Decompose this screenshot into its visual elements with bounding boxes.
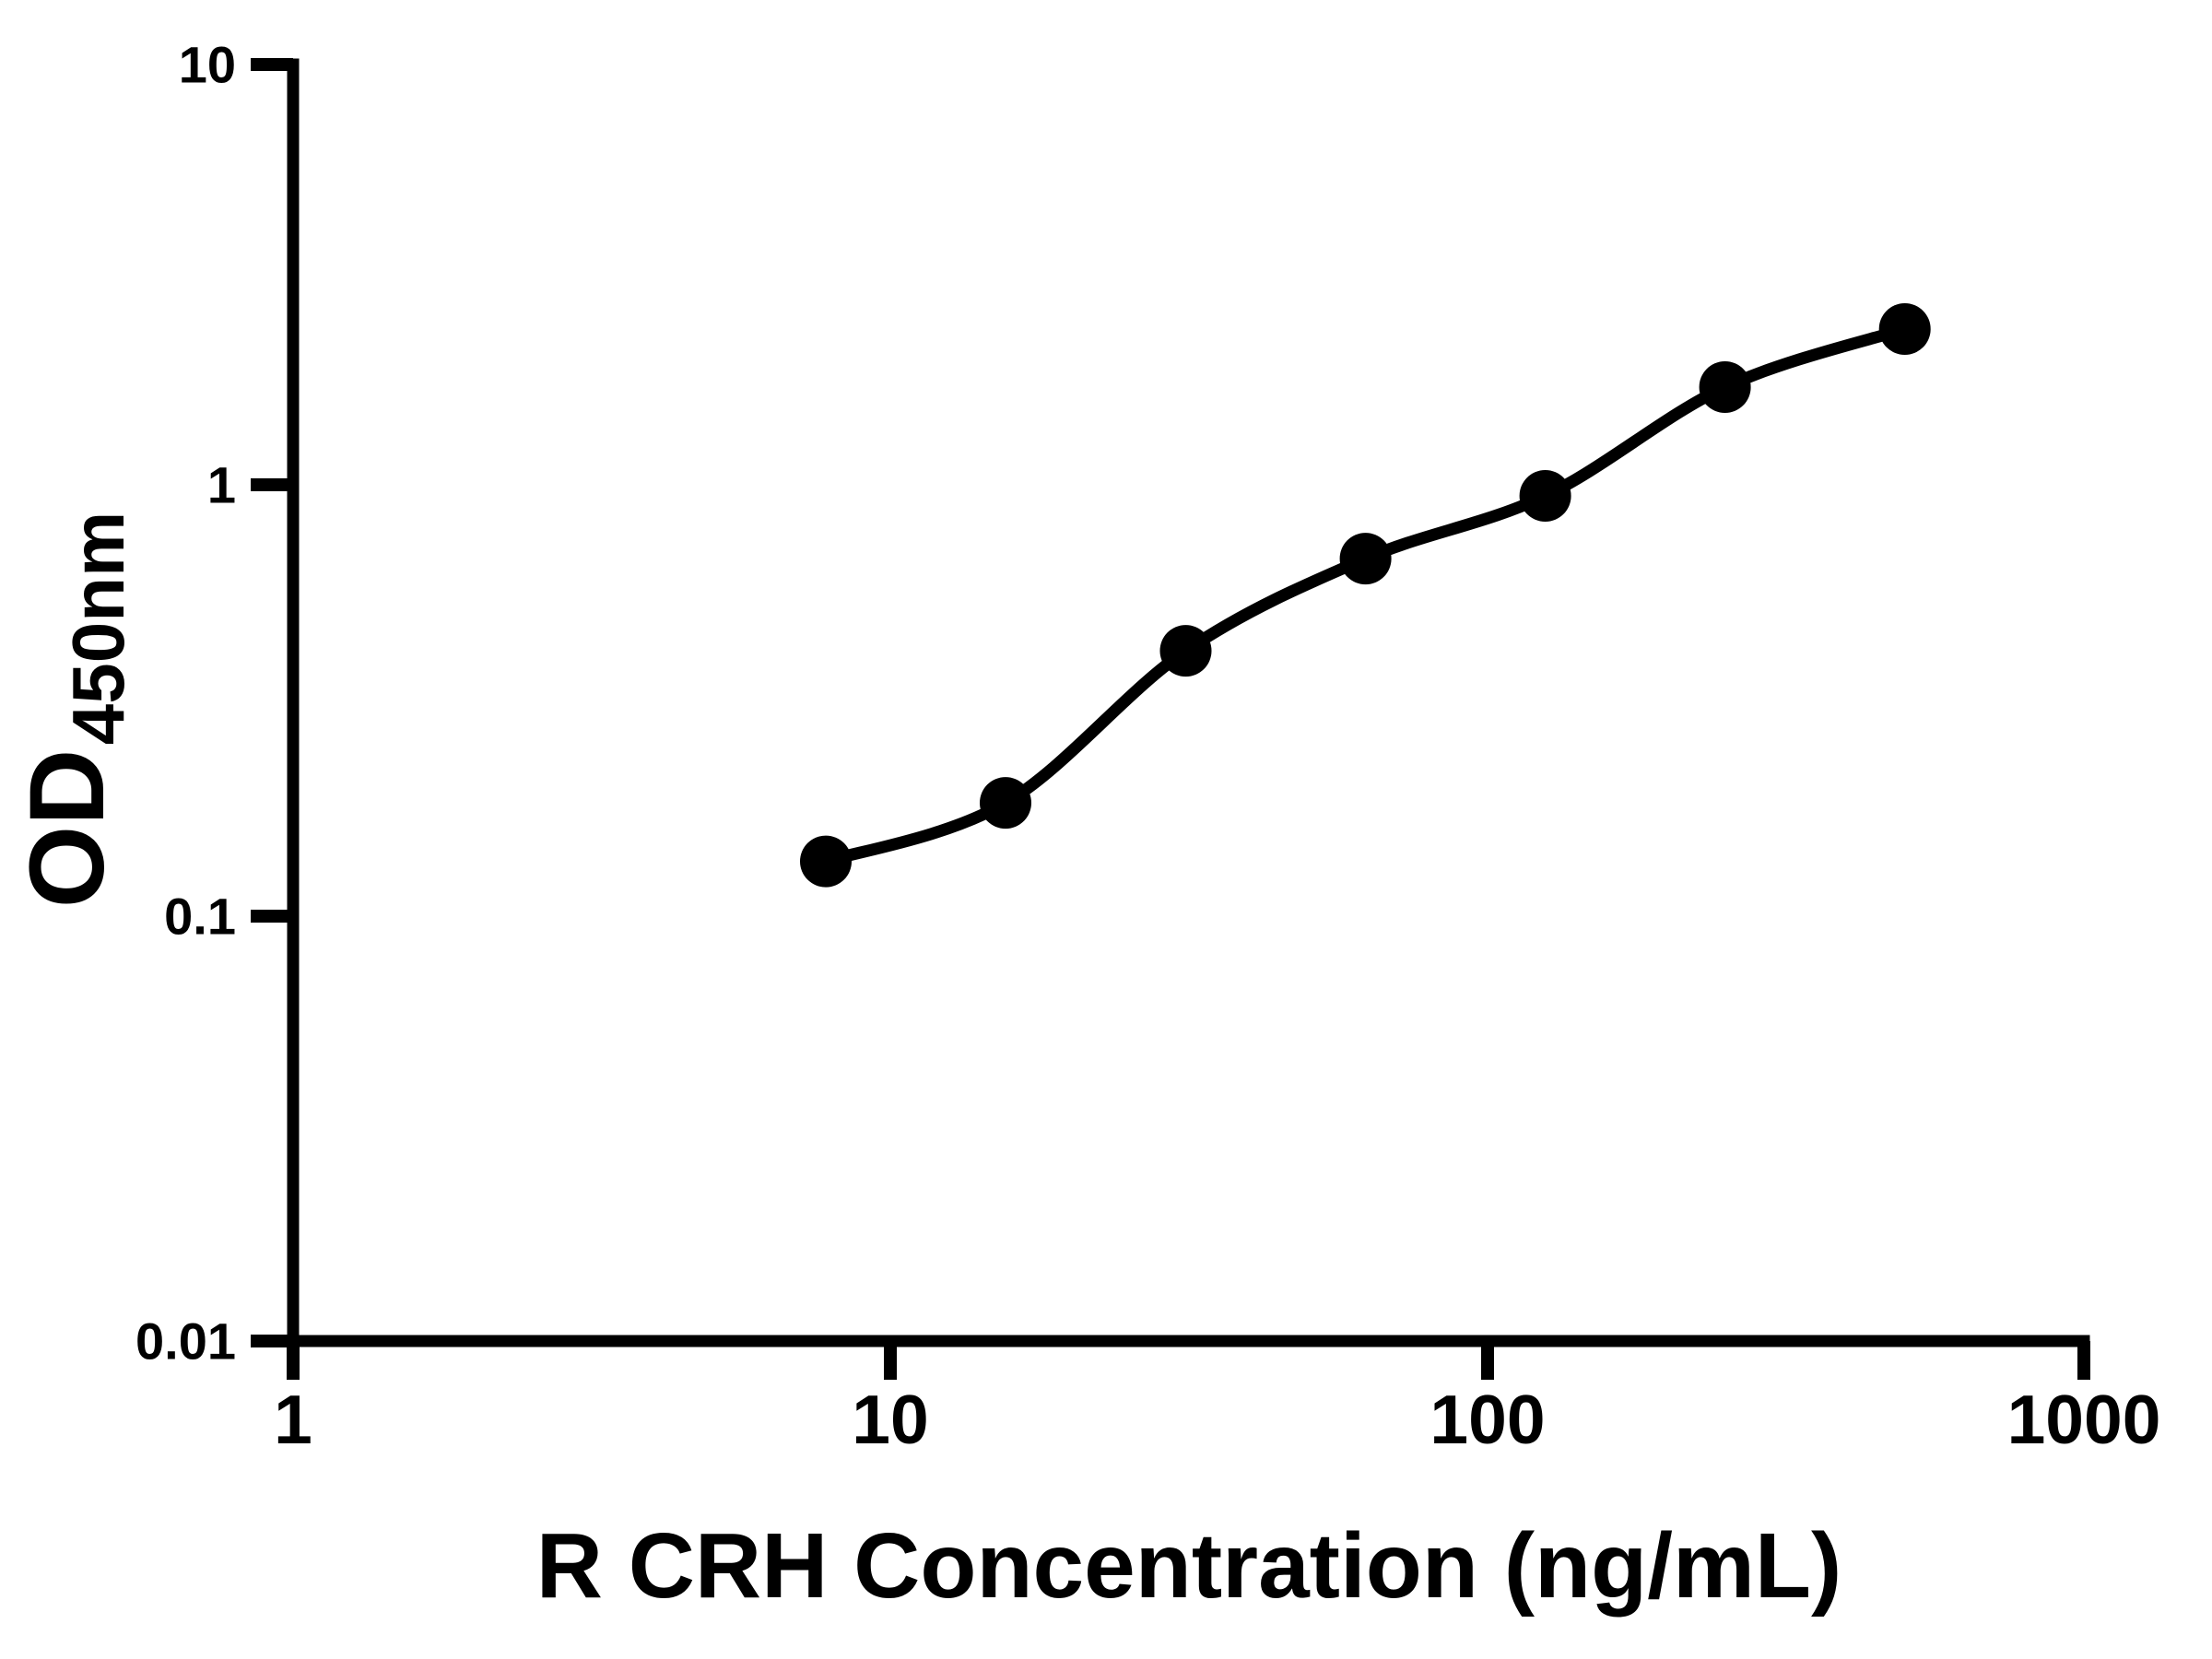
x-tick-labels: 1 10 100 1000 <box>274 1381 2160 1458</box>
data-point-marker <box>1878 303 1931 355</box>
y-tick-label: 0.1 <box>164 888 236 946</box>
data-point-marker <box>1519 470 1571 522</box>
x-tick-label: 10 <box>852 1381 928 1458</box>
x-axis-ticks <box>287 1341 2090 1380</box>
y-axis-title-main: OD <box>8 749 126 909</box>
fit-curve <box>819 323 1912 868</box>
data-point-marker <box>1699 361 1751 413</box>
y-axis-title: OD 450nm <box>8 512 139 908</box>
data-point-marker <box>1159 625 1212 677</box>
x-tick-label: 100 <box>1430 1381 1545 1458</box>
x-tick-label: 1 <box>274 1381 312 1458</box>
y-tick-label: 1 <box>207 456 236 514</box>
data-point-marker <box>980 777 1031 830</box>
y-axis-ticks <box>251 58 293 1347</box>
x-tick-label: 1000 <box>2007 1381 2161 1458</box>
y-tick-label: 10 <box>179 36 236 94</box>
data-points <box>800 303 1931 888</box>
data-point-marker <box>800 835 852 888</box>
y-axis-title-subscript: 450nm <box>57 512 139 745</box>
x-axis-title: R CRH Concentration (ng/mL) <box>536 1514 1842 1618</box>
y-tick-labels: 10 1 0.1 0.01 <box>135 36 236 1371</box>
y-tick-label: 0.01 <box>135 1312 236 1371</box>
data-point-marker <box>1339 533 1392 585</box>
